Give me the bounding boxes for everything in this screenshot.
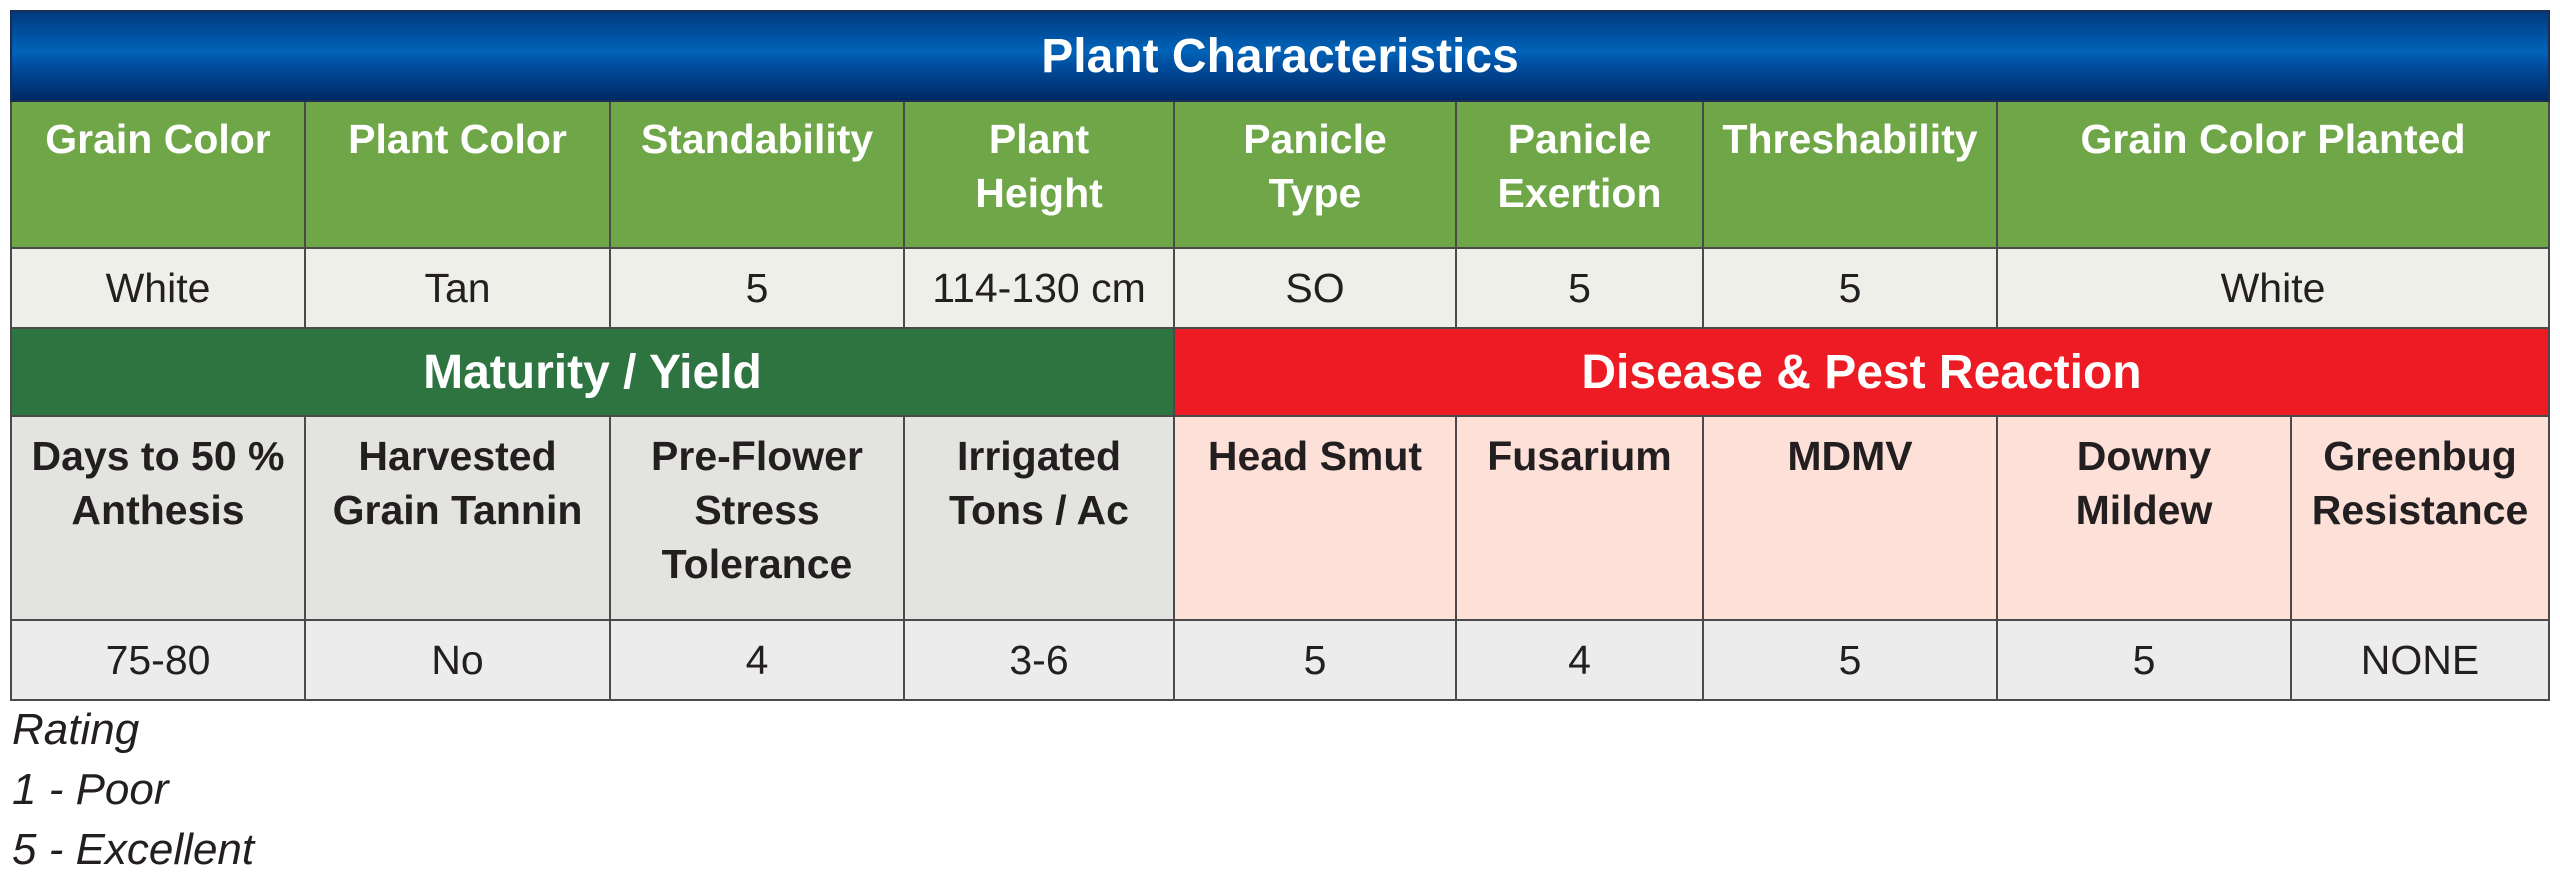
maturity-yield-title: Maturity / Yield: [10, 327, 1175, 417]
sub-value-row: 75-80 No 4 3-6 5 4 5 5 NONE: [10, 619, 2551, 701]
value-head-smut: 5: [1173, 619, 1457, 701]
header-irrigated-tons: Irrigated Tons / Ac: [903, 415, 1175, 621]
value-greenbug-resistance: NONE: [2289, 619, 2551, 701]
value-days-to-anthesis: 75-80: [10, 619, 306, 701]
characteristics-table: Plant Characteristics Grain Color Plant …: [9, 10, 2551, 701]
legend-title: Rating: [12, 705, 140, 754]
sub-header-row: Days to 50 % Anthesis Harvested Grain Ta…: [10, 415, 2551, 621]
title-row: Plant Characteristics: [9, 10, 2551, 102]
legend-poor: 1 - Poor: [12, 765, 169, 814]
header-threshability: Threshability: [1702, 100, 1998, 249]
plant-value-row: White Tan 5 114-130 cm SO 5 5 White: [10, 247, 2551, 329]
header-grain-color-planted: Grain Color Planted: [1995, 100, 2551, 249]
header-days-to-anthesis: Days to 50 % Anthesis: [10, 415, 306, 621]
table-title: Plant Characteristics: [9, 10, 2551, 102]
header-fusarium: Fusarium: [1455, 415, 1704, 621]
value-standability: 5: [609, 247, 905, 329]
header-grain-tannin: Harvested Grain Tannin: [304, 415, 611, 621]
value-fusarium: 4: [1455, 619, 1704, 701]
plant-characteristics-sheet: Plant Characteristics Grain Color Plant …: [9, 10, 2551, 701]
value-grain-color-planted: White: [1995, 247, 2551, 329]
header-stress-tolerance: Pre-Flower Stress Tolerance: [609, 415, 905, 621]
plant-header-row: Grain Color Plant Color Standability Pla…: [10, 100, 2551, 249]
header-panicle-exertion: Panicle Exertion: [1455, 100, 1704, 249]
header-grain-color: Grain Color: [10, 100, 306, 249]
header-plant-height: Plant Height: [903, 100, 1175, 249]
value-plant-color: Tan: [304, 247, 611, 329]
header-downy-mildew: Downy Mildew: [1996, 415, 2292, 621]
value-plant-height: 114-130 cm: [903, 247, 1175, 329]
value-threshability: 5: [1702, 247, 1998, 329]
header-panicle-type: Panicle Type: [1173, 100, 1457, 249]
disease-pest-title: Disease & Pest Reaction: [1172, 327, 2551, 417]
value-panicle-type: SO: [1173, 247, 1457, 329]
header-plant-color: Plant Color: [304, 100, 611, 249]
value-panicle-exertion: 5: [1455, 247, 1704, 329]
value-irrigated-tons: 3-6: [903, 619, 1175, 701]
header-greenbug-resistance: Greenbug Resistance: [2289, 415, 2551, 621]
rating-legend: Rating 1 - Poor 5 - Excellent: [12, 700, 254, 880]
header-standability: Standability: [609, 100, 905, 249]
value-mdmv: 5: [1702, 619, 1998, 701]
header-mdmv: MDMV: [1702, 415, 1998, 621]
value-grain-tannin: No: [304, 619, 611, 701]
value-stress-tolerance: 4: [609, 619, 905, 701]
value-grain-color: White: [10, 247, 306, 329]
section-band-row: Maturity / Yield Disease & Pest Reaction: [10, 327, 2551, 417]
legend-excellent: 5 - Excellent: [12, 825, 255, 874]
header-head-smut: Head Smut: [1173, 415, 1457, 621]
value-downy-mildew: 5: [1996, 619, 2292, 701]
